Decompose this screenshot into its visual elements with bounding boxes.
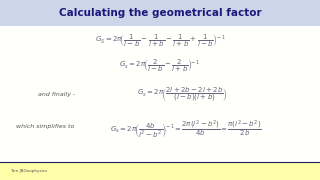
Text: $G_s = 2\pi\!\left(\dfrac{2l+2b-2l+2b}{(l-b)(l+b)}\right)$: $G_s = 2\pi\!\left(\dfrac{2l+2b-2l+2b}{(… [137,86,228,104]
Text: $G_s = 2\pi\!\left(\dfrac{4b}{l^2-b^2}\right)^{\!\!-1}\!=\dfrac{2\pi(l^2-b^2)}{4: $G_s = 2\pi\!\left(\dfrac{4b}{l^2-b^2}\r… [110,118,261,140]
FancyBboxPatch shape [0,26,320,162]
FancyBboxPatch shape [0,0,320,26]
Text: Tom JBGeophysics: Tom JBGeophysics [10,169,47,173]
Text: which simplifies to: which simplifies to [16,124,74,129]
Text: and finally -: and finally - [38,92,76,97]
Text: $G_S = 2\pi\!\left(\dfrac{1}{l-b} - \dfrac{1}{l+b} - \dfrac{1}{l+b} + \dfrac{1}{: $G_S = 2\pi\!\left(\dfrac{1}{l-b} - \dfr… [94,32,226,49]
Text: $G_s = 2\pi\!\left(\dfrac{2}{l-b} - \dfrac{2}{l+b}\right)^{\!\!-1}$: $G_s = 2\pi\!\left(\dfrac{2}{l-b} - \dfr… [119,58,201,74]
FancyBboxPatch shape [0,162,320,180]
Text: Calculating the geometrical factor: Calculating the geometrical factor [59,8,261,19]
